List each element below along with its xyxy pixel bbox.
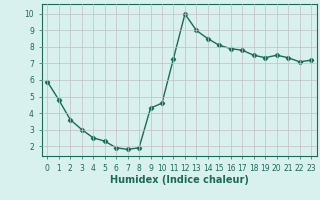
X-axis label: Humidex (Indice chaleur): Humidex (Indice chaleur) — [110, 175, 249, 185]
